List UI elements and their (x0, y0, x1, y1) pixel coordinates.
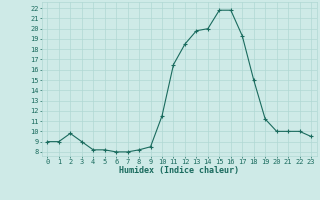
X-axis label: Humidex (Indice chaleur): Humidex (Indice chaleur) (119, 166, 239, 175)
